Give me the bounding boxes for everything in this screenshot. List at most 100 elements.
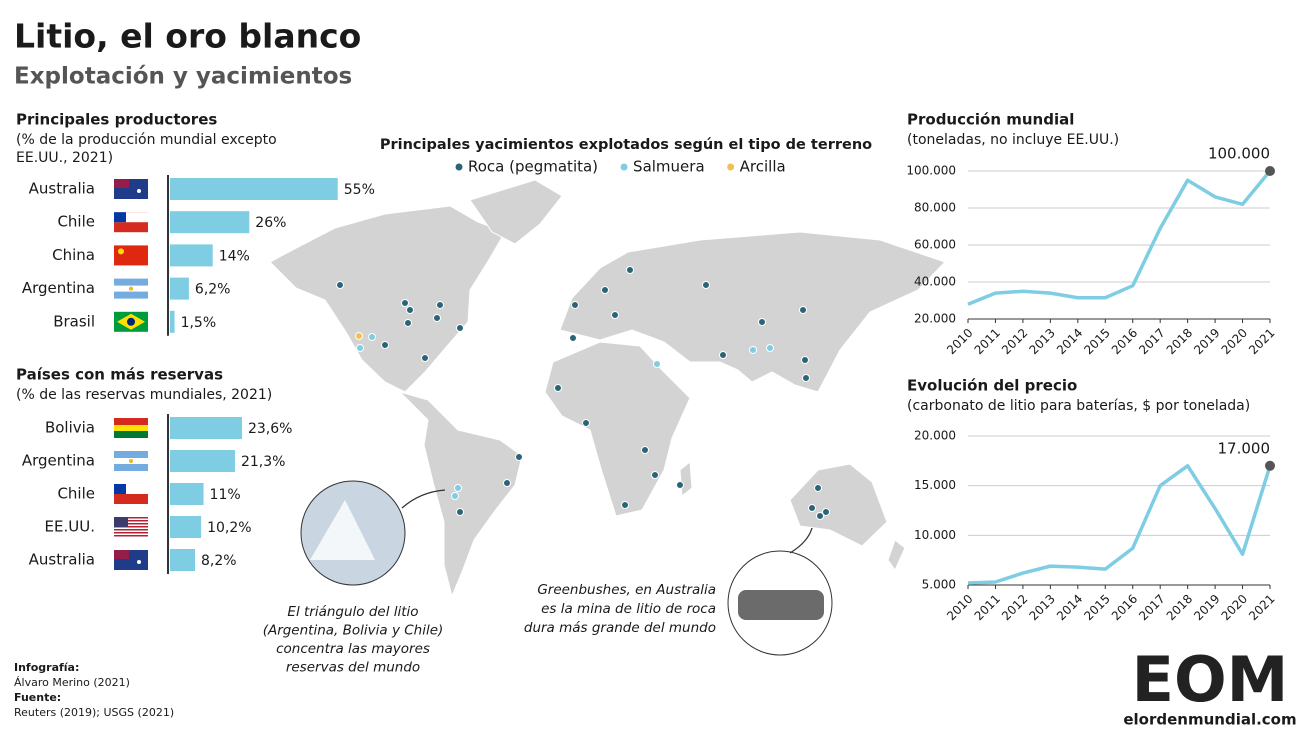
legend-swatch xyxy=(455,163,463,171)
y-tick-label: 20.000 xyxy=(914,312,956,326)
deposit xyxy=(808,504,816,512)
map-note: dura más grande del mundo xyxy=(524,620,716,636)
chart-subtitle: (% de las reservas mundiales, 2021) xyxy=(16,387,272,403)
main-subtitle: Explotación y yacimientos xyxy=(14,64,352,90)
deposit xyxy=(456,508,464,516)
flag-part xyxy=(114,179,129,188)
category-label: Chile xyxy=(57,213,95,231)
x-tick-label: 2021 xyxy=(1246,592,1277,623)
bar xyxy=(170,244,213,267)
deposit xyxy=(336,281,344,289)
category-label: EE.UU. xyxy=(45,518,95,536)
flag-part xyxy=(129,459,133,463)
deposit xyxy=(814,484,822,492)
x-tick-label: 2016 xyxy=(1109,326,1140,357)
flag-part xyxy=(114,425,148,431)
flag xyxy=(114,179,148,199)
flag xyxy=(114,418,148,438)
deposit xyxy=(611,311,619,319)
map-note: El triángulo del litio xyxy=(287,604,418,620)
logo-mark: EOM xyxy=(1132,643,1289,716)
value-label: 6,2% xyxy=(195,282,231,298)
line-series xyxy=(967,169,1272,306)
deposit xyxy=(454,484,462,492)
value-label: 11% xyxy=(210,487,241,503)
value-label: 26% xyxy=(255,215,286,231)
flag-part xyxy=(137,189,141,193)
flag-part xyxy=(129,286,133,291)
flag xyxy=(114,311,148,332)
deposit xyxy=(421,354,429,362)
map-note: concentra las mayores xyxy=(276,641,430,657)
flag-bg xyxy=(114,245,148,266)
value-label: 8,2% xyxy=(201,553,237,569)
bar xyxy=(170,211,250,234)
chart-title: Evolución del precio xyxy=(907,377,1077,395)
flag xyxy=(114,550,148,570)
x-tick-label: 2017 xyxy=(1136,326,1167,357)
category-label: China xyxy=(52,246,95,264)
flag xyxy=(114,212,148,233)
deposit-markers xyxy=(336,266,830,520)
deposit xyxy=(653,360,661,368)
flag xyxy=(114,278,148,299)
bar xyxy=(170,450,235,472)
chart-subtitle: (toneladas, no incluye EE.UU.) xyxy=(907,132,1119,148)
deposit xyxy=(406,306,414,314)
category-label: Argentina xyxy=(22,279,95,297)
deposit xyxy=(719,351,727,359)
deposit xyxy=(381,341,389,349)
x-tick-label: 2014 xyxy=(1054,326,1085,357)
flag-part xyxy=(114,535,148,537)
bar xyxy=(170,516,202,538)
flag-part xyxy=(127,317,135,326)
x-tick-label: 2019 xyxy=(1191,326,1222,357)
x-tick-label: 2011 xyxy=(972,326,1003,357)
x-tick-label: 2013 xyxy=(1026,326,1057,357)
x-tick-label: 2013 xyxy=(1026,592,1057,623)
x-tick-label: 2010 xyxy=(944,592,975,623)
deposit xyxy=(822,508,830,516)
chart-title: Países con más reservas xyxy=(16,366,223,384)
deposit xyxy=(801,356,809,364)
flag-part xyxy=(137,560,141,564)
legend-swatch xyxy=(620,163,628,171)
category-label: Brasil xyxy=(53,312,95,330)
value-label: 23,6% xyxy=(248,421,292,437)
deposit xyxy=(451,492,459,500)
flag xyxy=(114,517,148,537)
chart-subtitle: (carbonato de litio para baterías, $ por… xyxy=(907,398,1250,414)
flag-part xyxy=(114,550,129,559)
x-tick-label: 2014 xyxy=(1054,592,1085,623)
deposit xyxy=(816,512,824,520)
y-tick-label: 10.000 xyxy=(914,528,956,542)
deposit xyxy=(626,266,634,274)
deposit xyxy=(456,324,464,332)
map-note: es la mina de litio de roca xyxy=(541,601,716,617)
deposit xyxy=(356,344,364,352)
category-label: Australia xyxy=(29,180,95,198)
deposit xyxy=(503,479,511,487)
chart-title: Principales productores xyxy=(16,111,217,129)
bar xyxy=(170,277,189,300)
main-title: Litio, el oro blanco xyxy=(14,17,361,56)
deposit xyxy=(676,481,684,489)
x-tick-label: 2011 xyxy=(972,592,1003,623)
x-tick-label: 2018 xyxy=(1164,326,1195,357)
deposit xyxy=(601,286,609,294)
chart-subtitle: (% de la producción mundial excepto xyxy=(16,132,277,148)
value-label: 1,5% xyxy=(181,315,217,331)
line-series xyxy=(967,464,1272,585)
flag-part xyxy=(118,248,124,255)
y-tick-label: 100.000 xyxy=(906,164,956,178)
arrow xyxy=(789,527,813,554)
deposit xyxy=(582,419,590,427)
flag-part xyxy=(114,431,148,438)
category-label: Bolivia xyxy=(45,419,95,437)
bar xyxy=(170,417,242,439)
deposit xyxy=(355,332,363,340)
credit-line: Reuters (2019); USGS (2021) xyxy=(14,706,174,719)
salt-pile xyxy=(310,500,375,560)
